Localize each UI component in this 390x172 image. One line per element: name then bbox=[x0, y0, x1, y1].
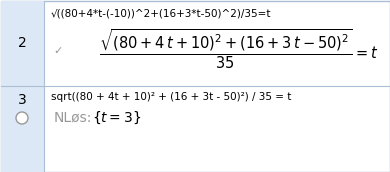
Text: $\dfrac{\sqrt{\left(80+4\,t+10\right)^{2}+\left(16+3\,t-50\right)^{2}}}{35}=t$: $\dfrac{\sqrt{\left(80+4\,t+10\right)^{2… bbox=[99, 27, 379, 71]
Text: $\left\{t=3\right\}$: $\left\{t=3\right\}$ bbox=[92, 110, 141, 126]
Text: 2: 2 bbox=[18, 36, 27, 50]
Bar bbox=[0, 1, 44, 86]
Circle shape bbox=[16, 112, 28, 124]
Text: 3: 3 bbox=[18, 93, 27, 107]
Text: ✓: ✓ bbox=[53, 46, 62, 56]
Text: √((80+4*t-(-10))^2+(16+3*t-50)^2)/35=t: √((80+4*t-(-10))^2+(16+3*t-50)^2)/35=t bbox=[51, 9, 271, 19]
Text: NLøs:: NLøs: bbox=[54, 111, 92, 125]
Text: sqrt((80 + 4t + 10)² + (16 + 3t - 50)²) / 35 = t: sqrt((80 + 4t + 10)² + (16 + 3t - 50)²) … bbox=[51, 92, 291, 102]
Bar bbox=[0, 86, 44, 171]
